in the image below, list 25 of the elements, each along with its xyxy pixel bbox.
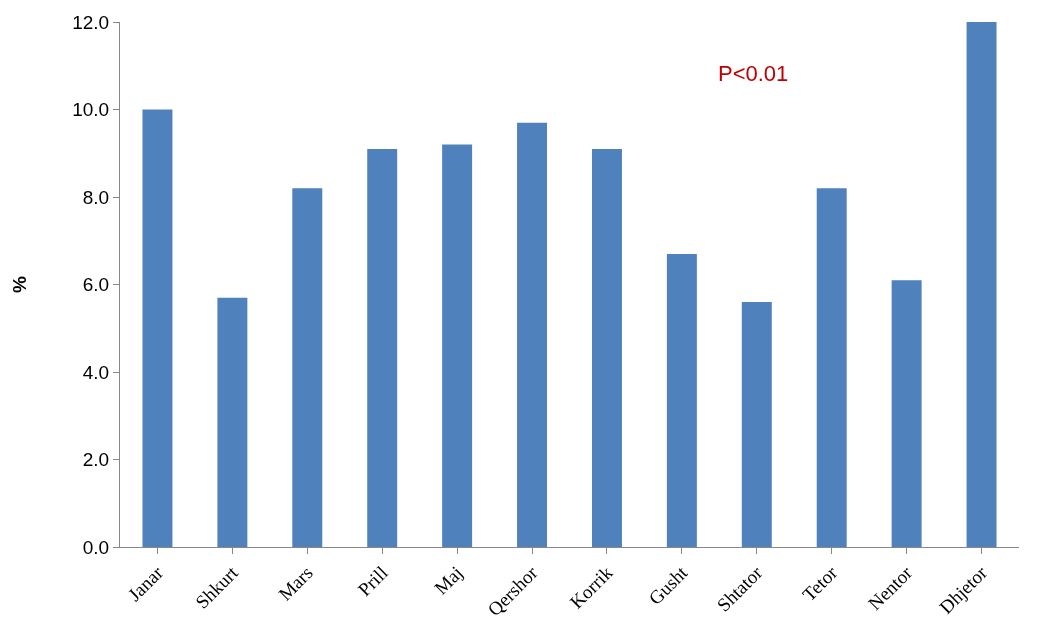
x-tick-label: Tetor — [798, 561, 842, 606]
bar — [741, 302, 772, 547]
bar — [891, 280, 922, 547]
bar — [367, 148, 398, 547]
y-tick-label: 2.0 — [82, 449, 110, 471]
x-tick-label: Mars — [274, 562, 317, 605]
bar — [217, 297, 248, 547]
y-axis-title: % — [9, 275, 31, 293]
bar — [666, 253, 697, 547]
x-tick-label: Maj — [430, 562, 467, 599]
bar — [517, 122, 548, 547]
bar — [966, 22, 997, 547]
bar — [142, 109, 173, 547]
annotation: P<0.01 — [718, 61, 789, 86]
y-tick-label: 12.0 — [72, 11, 110, 33]
y-tick-label: 10.0 — [72, 99, 110, 121]
y-tick-label: 6.0 — [82, 274, 110, 296]
bar — [591, 148, 622, 547]
bar — [816, 188, 847, 547]
y-tick-label: 8.0 — [82, 186, 110, 208]
x-tick-label: Prill — [353, 562, 392, 600]
bar — [292, 188, 323, 547]
y-tick-label: 4.0 — [82, 361, 110, 383]
y-tick-label: 0.0 — [82, 536, 110, 558]
bar — [442, 144, 473, 547]
